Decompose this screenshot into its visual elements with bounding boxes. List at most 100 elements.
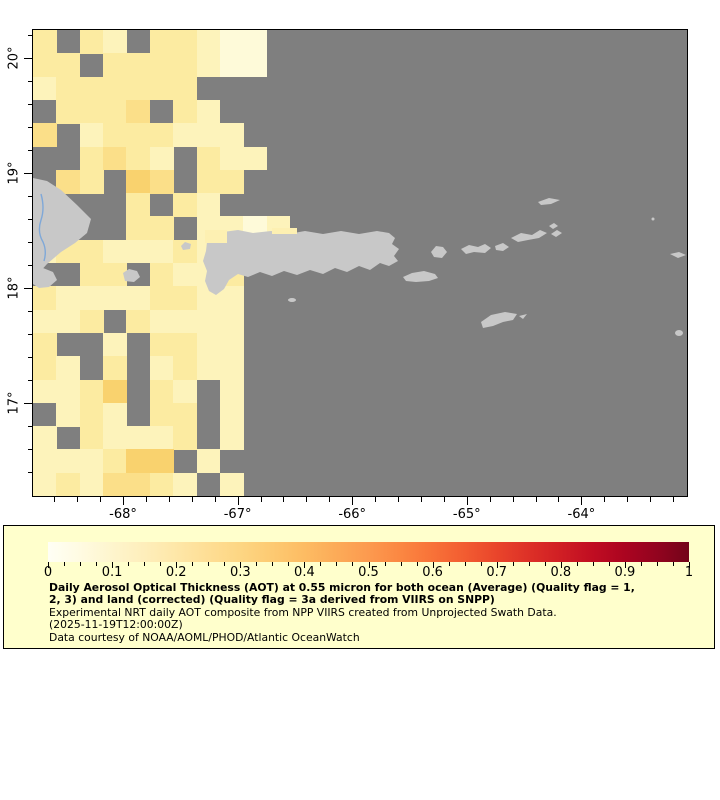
aot-grid-cell <box>79 449 104 474</box>
colorbar-minor-tick <box>544 562 546 566</box>
x-minor-tick <box>650 497 652 502</box>
colorbar-minor-tick <box>352 562 354 566</box>
aot-grid-cell <box>196 30 221 54</box>
aot-grid-cell <box>149 402 174 427</box>
colorbar-tick-label: 0.1 <box>101 565 123 580</box>
aot-grid-cell <box>126 216 151 241</box>
x-tick-label: -67° <box>223 507 252 522</box>
colorbar-minor-tick <box>64 562 66 566</box>
x-tick-label: -68° <box>109 507 137 522</box>
aot-grid-cell <box>103 99 127 124</box>
colorbar-tick-label: 0.3 <box>229 565 251 580</box>
aot-grid-cell <box>56 379 81 404</box>
aot-grid-cell <box>79 286 104 311</box>
aot-grid-cell <box>149 263 174 287</box>
x-major-tick <box>237 497 239 505</box>
colorbar <box>48 542 689 562</box>
aot-grid-cell <box>33 286 57 311</box>
colorbar-major-tick <box>689 562 690 568</box>
coastal-aot-cell <box>272 228 297 234</box>
colorbar-minor-tick <box>608 562 610 566</box>
caption-text-line: Data courtesy of NOAA/AOML/PHOD/Atlantic… <box>49 630 360 644</box>
coastal-aot-cell <box>205 230 227 243</box>
y-tick-label: 18° <box>6 276 22 300</box>
caja-de-muertos-islet <box>288 298 296 302</box>
aot-grid-cell <box>79 30 104 54</box>
aot-grid-cell <box>173 239 197 264</box>
colorbar-minor-tick <box>128 562 130 566</box>
aot-grid-cell <box>103 426 127 450</box>
aot-grid-cell <box>103 263 127 287</box>
colorbar-minor-tick <box>256 562 258 566</box>
colorbar-major-tick <box>240 562 242 568</box>
aot-grid-cell <box>56 53 81 78</box>
aot-grid-cell <box>173 426 197 450</box>
aot-grid-cell <box>149 146 174 171</box>
colorbar-minor-tick <box>320 562 322 566</box>
x-minor-tick <box>191 497 193 502</box>
colorbar-tick-label: 0.8 <box>550 565 572 580</box>
aot-grid-cell <box>219 146 244 171</box>
x-minor-tick <box>329 497 331 502</box>
aot-grid-cell <box>33 30 57 54</box>
colorbar-tick-label: 0.5 <box>358 565 379 580</box>
tortola-island <box>511 230 547 242</box>
aot-grid-cell <box>33 123 57 147</box>
colorbar-minor-tick <box>416 562 418 566</box>
y-minor-tick <box>28 357 33 358</box>
colorbar-minor-tick <box>272 562 274 566</box>
aot-grid-cell <box>173 309 197 334</box>
virgin-gorda-speck <box>549 223 558 229</box>
aot-grid-cell <box>219 309 244 334</box>
aot-grid-cell <box>126 76 151 101</box>
colorbar-major-tick <box>48 562 49 568</box>
x-minor-tick <box>54 497 56 502</box>
aot-grid-cell <box>33 53 57 78</box>
aot-grid-cell <box>243 146 268 171</box>
aot-grid-cell <box>149 426 174 450</box>
st-john-island <box>495 243 509 251</box>
x-minor-tick <box>260 497 262 502</box>
aot-grid-cell <box>126 472 151 496</box>
aot-grid-cell <box>103 53 127 78</box>
aot-grid-cell <box>126 169 151 194</box>
aot-grid-cell <box>149 123 174 147</box>
mona-island <box>123 269 140 282</box>
y-minor-tick <box>28 334 33 335</box>
aot-grid-cell <box>103 286 127 311</box>
anegada-island <box>538 198 560 205</box>
aot-grid-cell <box>219 53 244 78</box>
colorbar-tick-label: 0.9 <box>614 565 636 580</box>
colorbar-minor-tick <box>512 562 514 566</box>
y-minor-tick <box>28 472 33 473</box>
sombrero-islet <box>651 217 655 221</box>
y-major-tick <box>24 288 33 289</box>
aot-grid-cell <box>149 379 174 404</box>
aot-grid-cell <box>79 169 104 194</box>
aot-grid-cell <box>79 402 104 427</box>
colorbar-minor-tick <box>448 562 450 566</box>
aot-grid-cell <box>149 239 174 264</box>
aot-grid-cell <box>56 472 81 496</box>
y-minor-tick <box>28 81 33 82</box>
y-minor-tick <box>28 150 33 151</box>
aot-grid-cell <box>103 146 127 171</box>
puerto-rico-landmass <box>203 230 399 295</box>
vieques-island <box>403 271 438 282</box>
x-minor-tick <box>77 497 79 502</box>
aot-grid-cell <box>219 123 244 147</box>
aot-grid-cell <box>149 53 174 78</box>
culebra-island <box>431 246 447 258</box>
aot-grid-cell <box>149 216 174 241</box>
aot-grid-cell <box>196 193 221 217</box>
aot-grid-cell <box>33 379 57 404</box>
aot-grid-cell <box>243 53 268 78</box>
saba-islet <box>675 330 683 336</box>
x-minor-tick <box>214 497 216 502</box>
aot-grid-cell <box>126 449 151 474</box>
colorbar-minor-tick <box>672 562 674 566</box>
colorbar-minor-tick <box>96 562 98 566</box>
colorbar-minor-tick <box>80 562 82 566</box>
aot-grid-cell <box>56 99 81 124</box>
map-plot-area <box>32 29 688 497</box>
